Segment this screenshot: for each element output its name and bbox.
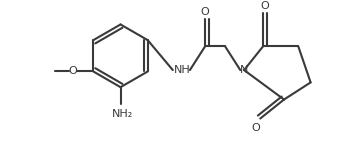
Text: O: O: [68, 67, 77, 76]
Text: O: O: [261, 1, 269, 11]
Text: O: O: [251, 123, 260, 133]
Text: O: O: [201, 7, 210, 17]
Text: NH: NH: [174, 65, 191, 75]
Text: N: N: [240, 65, 248, 75]
Text: NH₂: NH₂: [112, 109, 133, 119]
